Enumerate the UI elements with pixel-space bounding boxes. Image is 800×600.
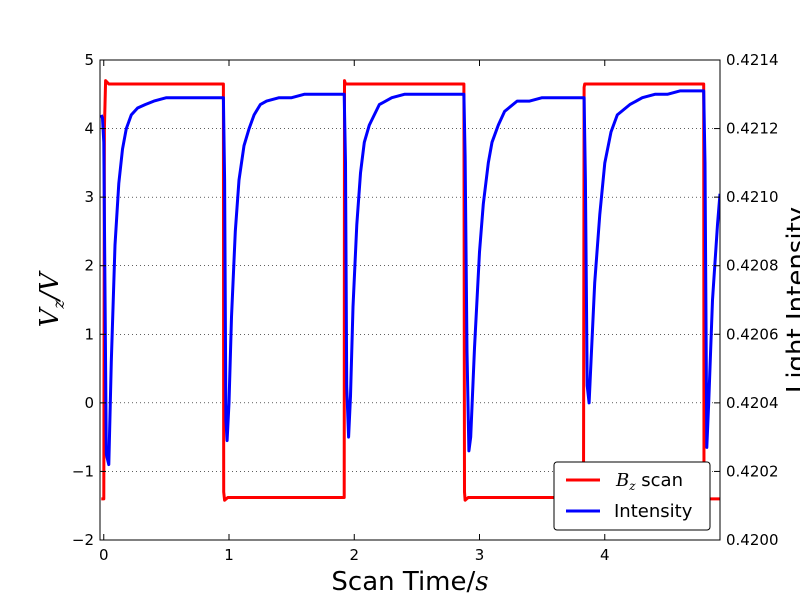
plot-frame — [99, 59, 721, 541]
x-tick-label: 1 — [224, 546, 234, 564]
y2-tick-label: 0.4210 — [726, 188, 779, 206]
x-tick-label: 2 — [349, 546, 359, 564]
y-tick-label: −2 — [72, 531, 94, 549]
y-tick-label: 1 — [84, 325, 94, 343]
legend-label-bz-scan: Bz scan — [615, 470, 683, 493]
x-tick-label: 3 — [475, 546, 485, 564]
y2-axis-label: Light Intensity — [782, 207, 800, 393]
y2-tick-label: 0.4202 — [726, 462, 779, 480]
series-layer — [100, 79, 720, 502]
x-axis: 0 1 2 3 4 — [99, 60, 610, 564]
gridlines — [100, 128, 720, 472]
y-tick-label: 5 — [84, 51, 94, 69]
y-axis-left: −2 −1 0 1 2 3 4 5 — [72, 51, 106, 549]
y-tick-label: 4 — [84, 120, 94, 138]
y-tick-label: 3 — [84, 188, 94, 206]
x-tick-label: 0 — [99, 546, 109, 564]
series-intensity-line — [100, 89, 720, 467]
x-axis-label: Scan Time/s — [331, 567, 488, 597]
y2-tick-label: 0.4200 — [726, 531, 779, 549]
y2-tick-label: 0.4212 — [726, 120, 779, 138]
y2-tick-label: 0.4206 — [726, 325, 779, 343]
legend: Bz scan Intensity — [553, 461, 711, 531]
x-tick-label: 4 — [600, 546, 610, 564]
y-axis-label: Vz/V — [35, 270, 68, 327]
legend-label-intensity: Intensity — [614, 501, 693, 522]
y2-tick-label: 0.4214 — [726, 51, 779, 69]
y-tick-label: −1 — [72, 462, 94, 480]
y-axis-right: 0.4200 0.4202 0.4204 0.4206 0.4208 0.4210 0.42… — [714, 51, 779, 549]
y-tick-label: 0 — [84, 394, 94, 412]
y2-tick-label: 0.4208 — [726, 257, 779, 275]
y-tick-label: 2 — [84, 257, 94, 275]
y2-tick-label: 0.4204 — [726, 394, 779, 412]
series-bz-scan-line — [101, 79, 720, 502]
